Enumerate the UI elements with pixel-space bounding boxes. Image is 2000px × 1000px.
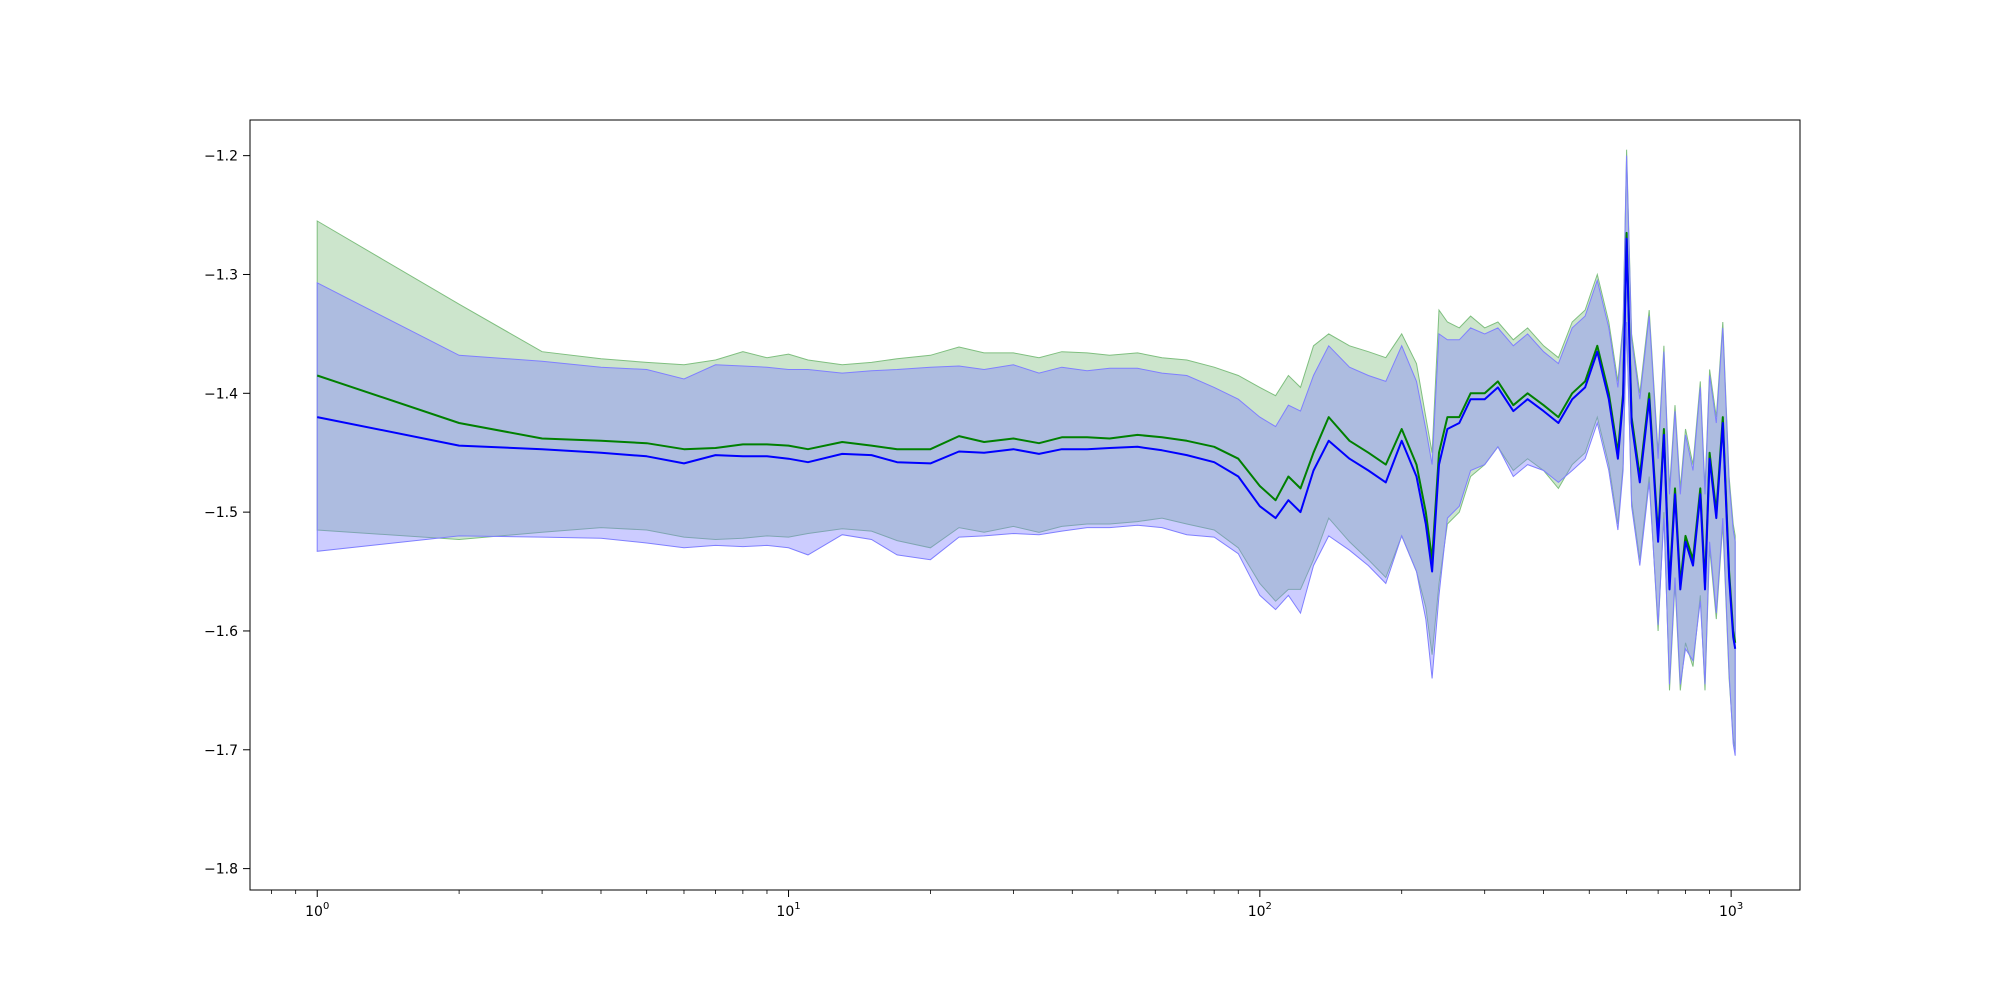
y-tick-label: −1.6 xyxy=(204,624,238,640)
y-tick-label: −1.4 xyxy=(204,386,238,402)
y-tick-label: −1.2 xyxy=(204,149,238,165)
x-tick-label: 100 xyxy=(305,901,329,920)
y-tick-label: −1.5 xyxy=(204,505,238,521)
y-tick-label: −1.3 xyxy=(204,267,238,283)
x-tick-label: 103 xyxy=(1719,901,1743,920)
y-tick-label: −1.8 xyxy=(204,862,238,878)
series-line-2 xyxy=(317,237,1737,649)
y-axis: −1.2 −1.3 −1.4 −1.5 −1.6 −1.7 −1.8 xyxy=(204,149,250,878)
y-tick-label: −1.7 xyxy=(204,743,238,759)
series-lines xyxy=(316,231,1737,649)
confidence-bands xyxy=(316,149,1736,756)
x-axis: 100 101 102 103 xyxy=(271,890,1743,920)
confidence-band-2 xyxy=(316,155,1736,756)
x-tick-label: 102 xyxy=(1248,901,1272,920)
plot-frame xyxy=(249,119,1801,891)
x-tick-label: 101 xyxy=(776,901,800,920)
